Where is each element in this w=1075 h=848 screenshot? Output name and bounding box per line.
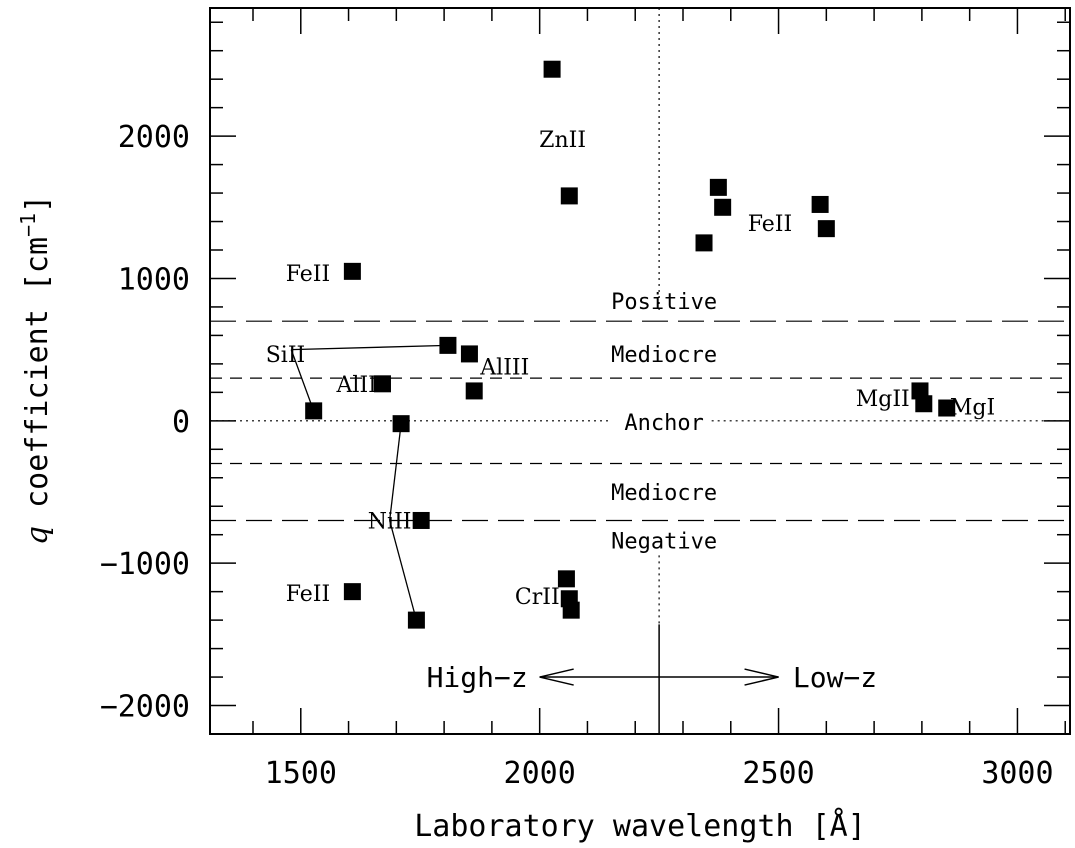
region-label: Negative — [611, 529, 717, 554]
region-label: Positive — [611, 290, 717, 315]
y-tick-label: −2000 — [100, 690, 190, 725]
data-point — [343, 262, 361, 280]
y-axis-title-q: q — [20, 526, 55, 545]
ion-label: MgI — [950, 396, 995, 421]
y-axis-title-close: ] — [20, 195, 55, 213]
ion-label: SiII — [266, 343, 306, 368]
plot-frame — [209, 7, 1071, 735]
x-tick-label: 3000 — [981, 756, 1053, 791]
data-point — [373, 375, 391, 393]
direction-label-low-z: Low−z — [793, 661, 877, 694]
ion-label: MgII — [856, 387, 910, 412]
arrow-right-head — [744, 668, 779, 686]
ion-label: AlIII — [479, 356, 529, 381]
leader-line — [389, 520, 418, 621]
leader-line — [290, 349, 315, 412]
data-point — [439, 336, 457, 354]
data-point — [557, 570, 575, 588]
ion-label: FeII — [286, 262, 330, 287]
data-point — [560, 187, 578, 205]
x-tick-label: 2500 — [742, 756, 814, 791]
leader-line — [291, 344, 448, 351]
data-point — [305, 402, 323, 420]
ion-label: ZnII — [539, 128, 586, 153]
data-point — [392, 415, 410, 433]
data-point — [695, 234, 713, 252]
data-point — [714, 198, 732, 216]
data-point — [811, 195, 829, 213]
data-point — [460, 345, 478, 363]
y-axis-title-sup: −1 — [16, 213, 40, 237]
leader-line — [388, 423, 402, 521]
x-axis-title: Laboratory wavelength [Å] — [414, 808, 866, 844]
data-point — [562, 601, 580, 619]
data-point — [407, 611, 425, 629]
data-point — [938, 399, 956, 417]
x-tick-label: 1500 — [265, 756, 337, 791]
ion-label: NiII — [368, 509, 412, 534]
region-label: Mediocre — [611, 343, 717, 368]
x-tick-label: 2000 — [504, 756, 576, 791]
y-axis-title-rest: coefficient [cm — [20, 237, 55, 526]
data-point — [709, 178, 727, 196]
region-label: Anchor — [624, 411, 703, 436]
data-point — [343, 583, 361, 601]
y-tick-label: 1000 — [118, 262, 190, 297]
data-point — [911, 382, 929, 400]
ion-label: FeII — [286, 582, 330, 607]
y-tick-label: 2000 — [118, 120, 190, 155]
data-point — [817, 220, 835, 238]
data-point — [465, 382, 483, 400]
y-tick-label: 0 — [172, 405, 190, 440]
arrow-left-head — [539, 668, 574, 686]
ion-label: FeII — [748, 212, 792, 237]
region-label: Mediocre — [611, 481, 717, 506]
data-point — [915, 395, 933, 413]
ion-label: CrII — [515, 585, 560, 610]
ion-label: AlII — [336, 373, 377, 398]
plot-layer — [209, 7, 1071, 735]
y-tick-label: −1000 — [100, 547, 190, 582]
text-layer: 1500 2000 2500 3000 −2000 −1000 0 1000 2000 High−… — [100, 120, 1054, 791]
data-point — [543, 60, 561, 78]
direction-label-high-z: High−z — [427, 661, 528, 694]
y-axis-title: q coefficient [cm−1] — [16, 195, 55, 545]
data-point — [412, 511, 430, 529]
